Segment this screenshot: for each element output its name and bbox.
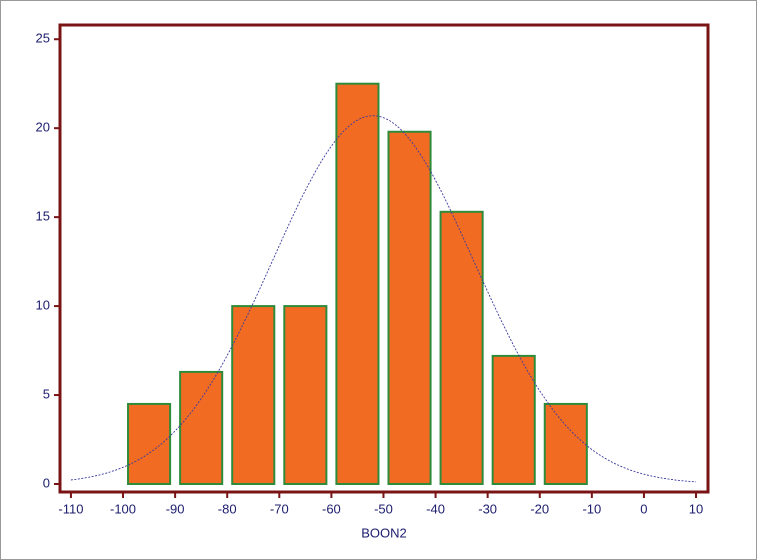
bar — [179, 370, 224, 485]
bar — [439, 210, 484, 485]
y-tick-label: 5 — [43, 386, 50, 401]
fit-curve — [70, 115, 697, 483]
y-tick-label: 10 — [36, 298, 50, 313]
x-tick-label: 10 — [689, 501, 703, 516]
x-tick-label: 0 — [640, 501, 647, 516]
x-tick-label: -40 — [426, 501, 445, 516]
x-tick-label: -20 — [530, 501, 549, 516]
x-tick-label: -30 — [478, 501, 497, 516]
bar — [543, 402, 588, 485]
x-tick-label: -110 — [58, 501, 83, 516]
y-tick-label: 0 — [43, 475, 50, 490]
x-tick-label: -50 — [374, 501, 393, 516]
bar — [491, 354, 536, 485]
x-tick-label: -70 — [270, 501, 289, 516]
x-axis-label: BOON2 — [361, 525, 407, 540]
y-tick-label: 25 — [36, 31, 50, 46]
bar — [387, 130, 432, 485]
x-tick-label: -80 — [218, 501, 237, 516]
x-tick-label: -60 — [322, 501, 341, 516]
bar — [127, 402, 172, 485]
x-tick-label: -90 — [166, 501, 185, 516]
y-tick-label: 20 — [36, 120, 50, 135]
x-tick-label: -100 — [110, 501, 136, 516]
bar — [335, 82, 380, 485]
bar — [283, 305, 328, 485]
x-tick-label: -10 — [582, 501, 601, 516]
y-tick-label: 15 — [36, 209, 50, 224]
bar — [231, 305, 276, 485]
